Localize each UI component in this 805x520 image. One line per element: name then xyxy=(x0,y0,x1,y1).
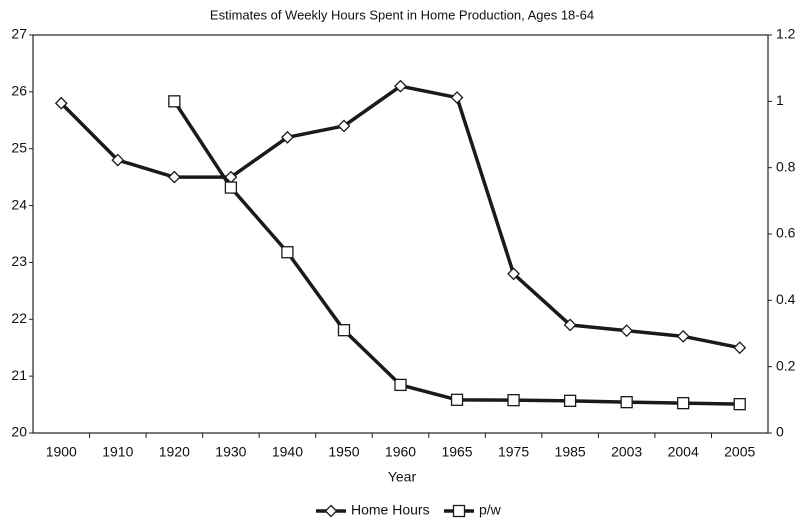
marker-square xyxy=(168,95,181,108)
marker-diamond xyxy=(450,91,464,104)
y-tick-label: 24 xyxy=(11,196,27,212)
marker-square xyxy=(507,394,520,407)
marker-diamond xyxy=(54,96,68,110)
marker-diamond xyxy=(394,79,407,93)
marker-diamond xyxy=(324,504,338,518)
x-tick-label: 1975 xyxy=(498,444,529,460)
x-axis-label: Year xyxy=(388,469,417,485)
x-tick-label: 1960 xyxy=(385,444,416,460)
y2-tick-label: 0 xyxy=(776,424,784,440)
y-tick-label: 23 xyxy=(11,253,27,269)
marker-diamond xyxy=(111,153,125,167)
x-tick-label: 1900 xyxy=(46,444,77,460)
y-tick-label: 21 xyxy=(11,367,27,383)
marker-diamond xyxy=(563,318,577,332)
marker-square xyxy=(452,504,466,518)
y-tick-label: 20 xyxy=(11,424,27,440)
x-tick-label: 1985 xyxy=(555,444,586,460)
x-tick-label: 2005 xyxy=(724,444,755,460)
marker-diamond xyxy=(281,130,294,144)
marker-diamond xyxy=(507,267,520,281)
x-tick-label: 1910 xyxy=(102,444,133,460)
marker-square xyxy=(394,378,407,392)
marker-diamond xyxy=(167,170,181,184)
marker-diamond xyxy=(620,324,634,338)
marker-diamond xyxy=(676,329,690,343)
x-tick-label: 1930 xyxy=(215,444,246,460)
marker-square xyxy=(733,397,746,411)
marker-square xyxy=(620,396,633,409)
marker-square xyxy=(563,394,577,407)
marker-square xyxy=(677,396,690,410)
x-tick-label: 1965 xyxy=(441,444,472,460)
marker-diamond xyxy=(337,119,351,133)
x-tick-label: 1950 xyxy=(328,444,359,460)
x-tick-label: 1940 xyxy=(272,444,303,460)
y2-tick-label: 0.6 xyxy=(776,225,796,241)
x-tick-label: 1920 xyxy=(159,444,190,460)
marker-square xyxy=(224,181,238,194)
y-tick-label: 26 xyxy=(11,83,27,99)
x-tick-label: 2003 xyxy=(611,444,642,460)
y-tick-label: 25 xyxy=(11,139,27,155)
marker-square xyxy=(281,246,294,259)
y2-tick-label: 1 xyxy=(776,92,784,108)
y2-tick-label: 0.2 xyxy=(776,357,796,373)
y2-tick-label: 1.2 xyxy=(776,26,796,42)
y2-tick-label: 0.8 xyxy=(776,158,796,174)
x-tick-label: 2004 xyxy=(668,444,699,460)
y-tick-label: 22 xyxy=(11,310,27,326)
marker-diamond xyxy=(733,341,747,355)
legend-label: p/w xyxy=(479,502,502,518)
y2-tick-label: 0.4 xyxy=(776,291,796,307)
chart-title: Estimates of Weekly Hours Spent in Home … xyxy=(210,7,594,22)
marker-square xyxy=(450,393,464,406)
legend-label: Home Hours xyxy=(351,502,430,518)
marker-square xyxy=(337,324,351,337)
y-tick-label: 27 xyxy=(11,26,27,42)
